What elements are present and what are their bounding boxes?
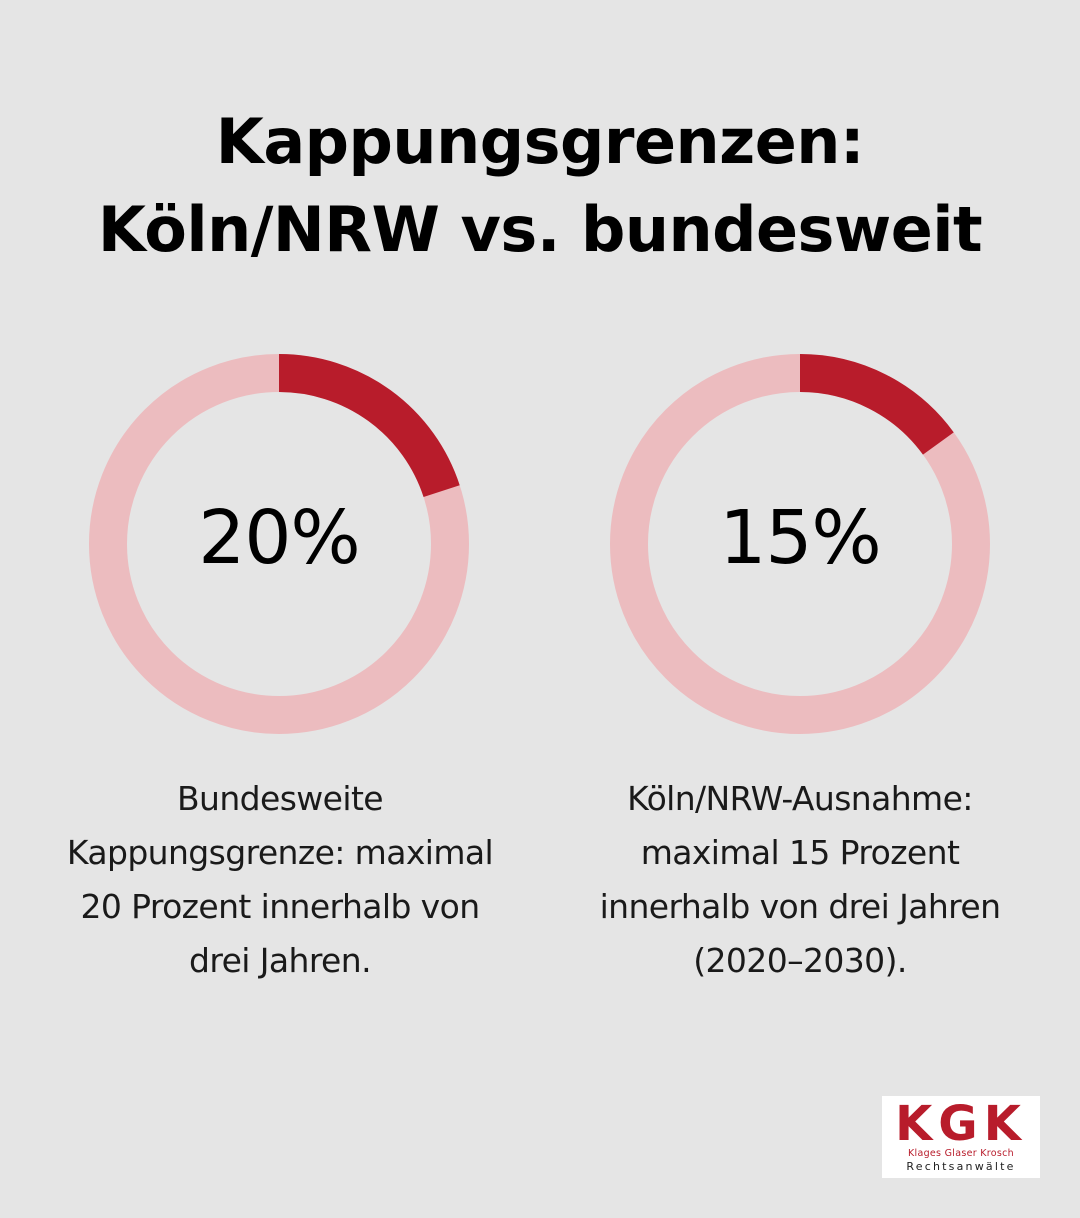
caption-line: Bundesweite xyxy=(176,779,384,818)
caption-line: innerhalb von drei Jahren xyxy=(599,887,1001,926)
kgk-logo: KGK Klages Glaser Krosch Rechtsanwälte xyxy=(882,1096,1040,1178)
caption-line: maximal 15 Prozent xyxy=(640,833,960,872)
page-title: Kappungsgrenzen: Köln/NRW vs. bundesweit xyxy=(0,98,1080,274)
logo-subtitle: Rechtsanwälte xyxy=(906,1160,1016,1173)
caption-koeln-nrw: Köln/NRW-Ausnahme: maximal 15 Prozent in… xyxy=(550,772,1050,988)
donut-arc-bundesweit xyxy=(278,354,460,498)
donut-value-bundesweit: 20% xyxy=(198,495,360,581)
logo-letters: KGK xyxy=(895,1096,1027,1152)
donut-value-koeln-nrw: 15% xyxy=(719,495,881,581)
logo-names: Klages Glaser Krosch xyxy=(907,1148,1014,1159)
donut-svg-koeln-nrw xyxy=(610,354,990,734)
donut-chart-bundesweit: 20% xyxy=(81,346,477,742)
caption-line: drei Jahren. xyxy=(189,941,372,980)
title-line-1: Kappungsgrenzen: xyxy=(215,105,865,178)
caption-line: 20 Prozent innerhalb von xyxy=(80,887,480,926)
donut-chart-koeln-nrw: 15% xyxy=(602,346,998,742)
title-line-2: Köln/NRW vs. bundesweit xyxy=(97,193,983,266)
caption-line: Kappungsgrenze: maximal xyxy=(66,833,494,872)
caption-line: (2020–2030). xyxy=(693,941,907,980)
caption-line: Köln/NRW-Ausnahme: xyxy=(627,779,973,818)
caption-bundesweit: Bundesweite Kappungsgrenze: maximal 20 P… xyxy=(30,772,530,988)
donut-svg-bundesweit xyxy=(89,354,469,734)
donut-arc-koeln-nrw xyxy=(799,354,954,456)
